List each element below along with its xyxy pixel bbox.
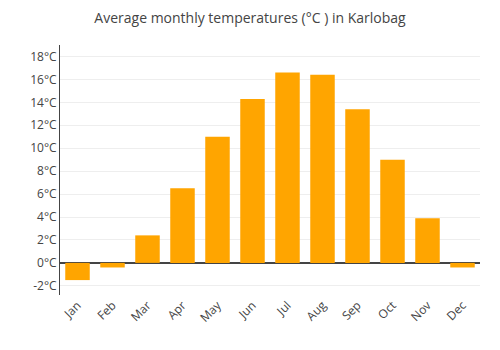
svg-text:Apr: Apr: [164, 297, 190, 323]
svg-text:12°C: 12°C: [30, 116, 57, 133]
svg-text:18°C: 18°C: [30, 48, 57, 65]
svg-text:Nov: Nov: [407, 297, 435, 325]
svg-text:Mar: Mar: [127, 297, 155, 325]
svg-text:Jan: Jan: [60, 297, 85, 322]
svg-text:Feb: Feb: [93, 297, 119, 323]
svg-text:2°C: 2°C: [37, 231, 57, 248]
svg-text:0°C: 0°C: [37, 254, 57, 271]
svg-text:4°C: 4°C: [37, 208, 57, 225]
svg-text:14°C: 14°C: [30, 94, 57, 111]
svg-text:Average monthly temperatures (: Average monthly temperatures (°C ) in Ka…: [94, 8, 406, 27]
svg-text:16°C: 16°C: [30, 71, 57, 88]
svg-text:10°C: 10°C: [30, 139, 57, 156]
svg-text:Sep: Sep: [338, 297, 365, 324]
svg-text:6°C: 6°C: [37, 185, 57, 202]
svg-text:Jul: Jul: [272, 297, 294, 319]
svg-text:Aug: Aug: [302, 297, 330, 325]
svg-text:Jun: Jun: [234, 297, 259, 322]
svg-text:8°C: 8°C: [37, 162, 57, 179]
svg-text:-2°C: -2°C: [33, 277, 57, 294]
svg-text:Oct: Oct: [374, 297, 400, 323]
svg-text:Dec: Dec: [443, 297, 470, 324]
svg-text:May: May: [196, 296, 225, 325]
